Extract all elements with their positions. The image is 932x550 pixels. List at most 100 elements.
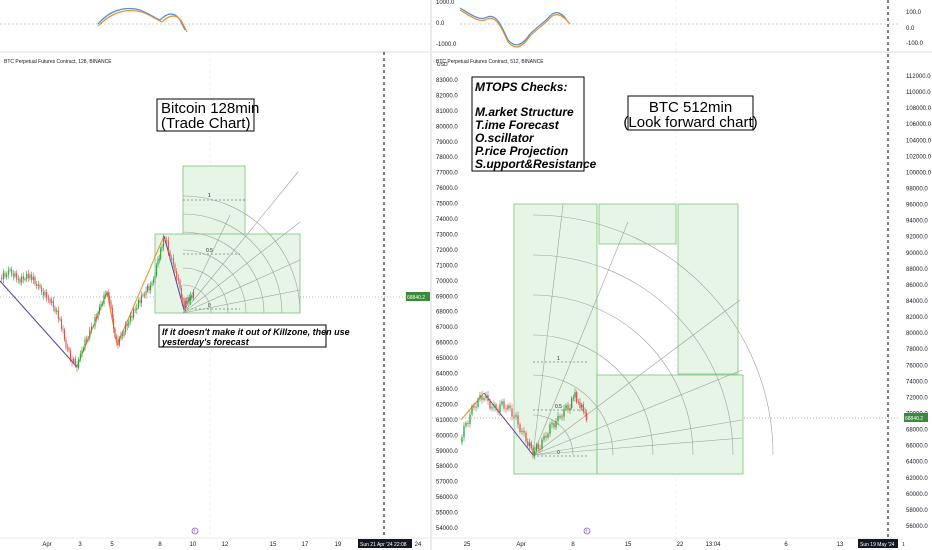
left-candle [137, 300, 139, 308]
right-last-price-tag [904, 413, 928, 422]
right-candle [519, 424, 521, 432]
left-candle [81, 350, 83, 354]
right-date-tick: 6 [784, 542, 788, 548]
left-note-box [158, 324, 327, 348]
right-price-tick: 56000.0 [906, 524, 928, 530]
right-candle [509, 405, 511, 409]
left-candle [51, 300, 53, 303]
right-candle [485, 394, 487, 399]
right-price-tick: 110000.0 [906, 90, 931, 96]
right-candle [571, 398, 573, 409]
right-candle [572, 397, 574, 399]
right-candle [553, 423, 555, 428]
left-candle [87, 337, 89, 341]
left-candles [1, 234, 195, 372]
left-price-tick: 73000.0 [436, 232, 458, 238]
right-price-axis: 112000.0 110000.0 108000.0 106000.0 104000.0… [906, 74, 932, 530]
left-event-flag-glyph: f [194, 529, 196, 535]
mtops-item-price-projection: P.rice Projection [475, 144, 568, 158]
left-candle [104, 294, 107, 296]
left-date-tick: 8 [158, 542, 162, 548]
right-price-tick: 106000.0 [906, 122, 932, 128]
left-candle [65, 339, 67, 348]
right-candle [545, 435, 547, 438]
right-candles [461, 388, 588, 460]
right-purple-trend-line [483, 392, 534, 456]
right-osc-tick: -1000.0 [436, 42, 457, 48]
left-candle [11, 269, 13, 274]
left-event-flag-icon[interactable] [191, 527, 199, 535]
right-price-tick: 74000.0 [906, 379, 928, 385]
left-candle [84, 339, 86, 349]
left-date-tick: 3 [78, 542, 82, 548]
left-candle [167, 240, 169, 252]
left-candle [184, 301, 186, 309]
left-candle [128, 321, 130, 327]
left-candle [169, 251, 171, 258]
left-candle [57, 310, 59, 319]
left-date-tick: 10 [190, 542, 197, 548]
left-candle [68, 348, 70, 351]
right-date-tick: 8 [571, 542, 575, 548]
left-fib-label-1: 1 [208, 193, 211, 199]
left-purple-drop-line [163, 235, 185, 311]
left-price-tick: 67000.0 [436, 325, 458, 331]
left-price-tick: 76000.0 [436, 186, 458, 192]
right-candle [585, 412, 588, 421]
right-event-flag-icon[interactable] [583, 527, 591, 535]
right-price-tick: 72000.0 [906, 395, 928, 401]
left-candle [85, 339, 88, 341]
left-candle [49, 298, 51, 303]
left-candle [123, 331, 125, 336]
right-date-tick: 13 [837, 542, 844, 548]
left-price-tick: 58000.0 [436, 464, 458, 470]
right-price-tick: 80000.0 [906, 331, 928, 337]
left-candle [107, 292, 109, 297]
left-candle [62, 328, 64, 330]
right-price-tick: 64000.0 [906, 460, 928, 466]
right-time-label: Sun 19 May '24 [860, 542, 895, 548]
right-candle [495, 404, 497, 410]
left-pane: BTC Perpetual Futures Contract, 128, BIN… [0, 0, 458, 548]
left-candle [6, 274, 8, 277]
right-candle [525, 432, 527, 442]
right-candle [505, 408, 507, 410]
right-osc-tick-right: 0.0 [906, 26, 915, 32]
right-candle [465, 422, 467, 427]
left-candle [133, 309, 135, 318]
left-candle [7, 270, 9, 275]
left-candle [100, 304, 102, 307]
left-candle [19, 278, 21, 283]
right-candle [481, 395, 483, 400]
left-candle [73, 358, 75, 363]
left-price-tick: 72000.0 [436, 248, 458, 254]
right-time-label-suffix: 1 [902, 542, 905, 548]
left-candle [160, 248, 162, 259]
right-candle [527, 441, 529, 447]
left-price-tick: 81000.0 [436, 109, 458, 115]
left-candle [74, 358, 76, 365]
left-title-box [156, 98, 255, 132]
left-note-line-2: yesterday's forecast [161, 337, 250, 347]
left-price-tick: 55000.0 [436, 511, 458, 517]
left-oscillator-pane [0, 0, 430, 52]
right-top-right-zone [677, 203, 739, 375]
right-candle [499, 404, 501, 413]
left-candle [89, 329, 91, 338]
right-candle [532, 448, 534, 456]
left-candle [9, 269, 11, 271]
right-time-label-bg [858, 539, 898, 548]
left-candle [113, 318, 115, 329]
left-price-tick: 75000.0 [436, 202, 458, 208]
right-candle [511, 408, 513, 417]
left-candle [125, 324, 127, 332]
right-fib-label-1: 1 [557, 356, 560, 362]
left-price-tick: 59000.0 [436, 449, 458, 455]
left-candle [157, 259, 159, 265]
left-candle [129, 315, 131, 322]
right-candle [569, 408, 571, 410]
right-candle [479, 395, 481, 399]
right-osc-axis-right: 100.0 0.0 -100.0 [906, 10, 924, 47]
left-date-tick: 17 [302, 542, 309, 548]
mtops-item-time-forecast: T.ime Forecast [475, 118, 560, 132]
